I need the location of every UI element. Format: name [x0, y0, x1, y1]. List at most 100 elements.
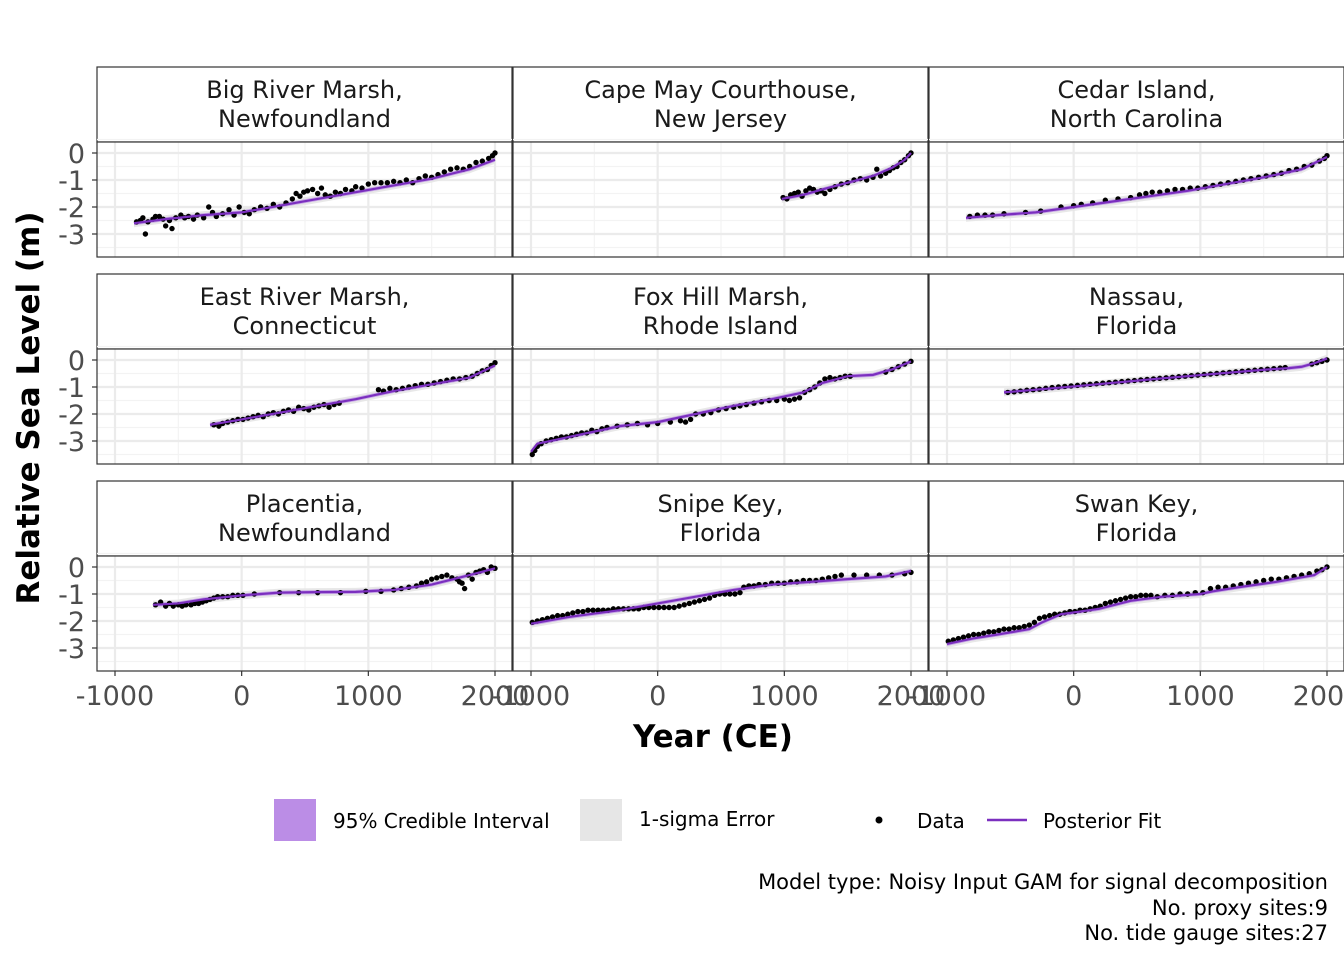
data-point: [565, 611, 571, 617]
data-point: [706, 595, 713, 601]
data-point: [1026, 622, 1033, 628]
legend: 95% Credible Interval 1-sigma Error Data Po…: [274, 799, 1161, 841]
data-point: [651, 604, 657, 611]
data-point: [554, 612, 561, 619]
posterior-fit-line: [209, 364, 496, 426]
data-point: [975, 631, 982, 638]
panel-border: [96, 348, 513, 465]
data-point: [701, 596, 708, 603]
data-point: [832, 573, 838, 580]
data-point: [1143, 190, 1149, 197]
data-point: [737, 589, 743, 596]
y-tick-label: -2: [58, 607, 85, 638]
facet-title-line2: Newfoundland: [218, 519, 391, 547]
data-point: [444, 572, 450, 578]
y-tick-label: -1: [58, 580, 85, 611]
data-point: [1016, 625, 1022, 631]
legend-fit-label: Posterior Fit: [1043, 809, 1161, 833]
data-point: [1172, 186, 1178, 193]
facet-title-line1: Fox Hill Marsh,: [633, 283, 808, 311]
data-point: [991, 629, 997, 635]
data-point: [686, 600, 693, 607]
data-point: [423, 579, 430, 585]
data-point: [434, 575, 440, 581]
x-tick-label: 0: [1065, 681, 1082, 712]
facet-panel: Snipe Key,Florida -1000 0 1000 2000: [492, 480, 945, 712]
data-point: [970, 631, 977, 638]
x-tick-label: 0: [649, 681, 666, 712]
data-point: [960, 634, 967, 640]
data-point: [1006, 626, 1012, 632]
data-point: [1127, 594, 1134, 600]
data-point: [696, 598, 703, 604]
legend-data-key: [875, 816, 883, 824]
data-point: [1036, 615, 1043, 621]
facet-strip: [96, 480, 513, 557]
y-tick-label: -3: [58, 427, 85, 458]
data-point: [1011, 625, 1017, 631]
data-point: [447, 166, 454, 172]
data-point: [575, 608, 581, 615]
data-point: [786, 397, 793, 404]
x-tick-label: 0: [233, 681, 250, 712]
data-point: [156, 213, 163, 220]
legend-error-key: [580, 799, 622, 841]
data-point: [342, 186, 349, 193]
data-point: [1041, 614, 1048, 620]
data-point: [1143, 592, 1149, 599]
data-point: [304, 188, 311, 194]
legend-ci-label: 95% Credible Interval: [333, 809, 550, 833]
data-point: [827, 374, 833, 381]
facet-title-line2: Newfoundland: [218, 105, 391, 133]
data-point: [681, 602, 687, 608]
data-point: [791, 396, 798, 402]
panel-border: [96, 141, 513, 258]
posterior-fit-line: [1003, 357, 1328, 394]
data-point: [384, 180, 391, 186]
data-point: [297, 193, 303, 199]
legend-error-label: 1-sigma Error: [639, 807, 775, 831]
data-point: [585, 607, 591, 613]
y-tick-label: 0: [68, 553, 85, 584]
x-tick-label: -1000: [908, 681, 986, 712]
posterior-fit-line: [946, 566, 1328, 646]
facet-panel: Cedar Island,North Carolina: [928, 66, 1344, 258]
caption-line: No. tide gauge sites:27: [1084, 921, 1328, 945]
data-point: [236, 204, 242, 210]
data-point: [1268, 576, 1274, 582]
data-point: [314, 190, 321, 197]
data-point: [293, 190, 299, 197]
data-point: [485, 155, 492, 162]
data-point: [152, 213, 159, 220]
data-point: [996, 627, 1002, 634]
data-point: [1107, 599, 1114, 605]
data-point: [289, 196, 296, 202]
facet-panel: Big River Marsh,Newfoundland 0-1-2-3: [58, 66, 513, 258]
data-point: [851, 572, 857, 578]
data-point: [677, 418, 684, 424]
data-point: [1133, 594, 1139, 600]
legend-ci-key: [274, 799, 316, 841]
data-point: [441, 169, 448, 175]
credible-interval-band: [531, 569, 911, 626]
y-tick-label: -3: [58, 634, 85, 665]
data-point: [803, 188, 809, 194]
data-point: [549, 614, 556, 620]
data-point: [1136, 192, 1143, 198]
y-tick-label: -3: [58, 220, 85, 251]
facet-title-line2: New Jersey: [654, 105, 787, 133]
data-point: [1102, 600, 1109, 607]
facet-strip: [96, 66, 513, 143]
facet-title-line2: Connecticut: [233, 312, 377, 340]
data-point: [365, 181, 372, 187]
posterior-fit-line: [133, 158, 496, 225]
data-point: [1253, 579, 1259, 585]
data-point: [1021, 623, 1027, 630]
x-tick-label: -1000: [492, 681, 570, 712]
data-point: [492, 360, 498, 366]
data-point: [590, 607, 596, 613]
data-point: [200, 215, 207, 221]
data-point: [863, 572, 870, 578]
